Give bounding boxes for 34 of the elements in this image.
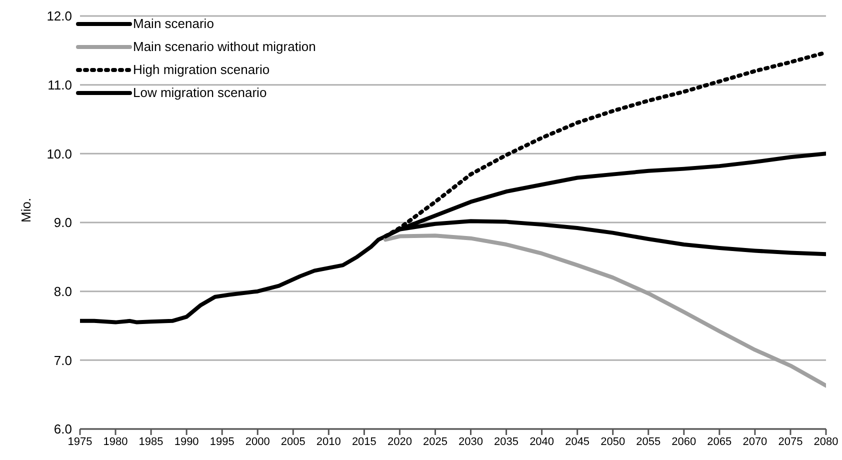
y-tick-label: 7.0 xyxy=(54,352,72,368)
x-tick-label: 2040 xyxy=(530,436,554,448)
y-tick-label: 12.0 xyxy=(46,8,72,24)
x-tick-label: 2075 xyxy=(778,436,803,448)
x-tick-label: 1980 xyxy=(103,436,128,448)
y-tick-label: 11.0 xyxy=(48,77,72,92)
x-tick-label: 2060 xyxy=(672,436,696,448)
y-tick-label: 9.0 xyxy=(54,215,72,230)
x-tick-label: 2005 xyxy=(280,436,306,448)
x-tick-label: 2020 xyxy=(387,436,412,448)
x-tick-label: 2055 xyxy=(636,436,661,448)
y-tick-label: 6.0 xyxy=(54,422,72,437)
y-axis-title: Mio. xyxy=(18,198,34,222)
x-tick-label: 1985 xyxy=(138,436,164,448)
x-tick-label: 2065 xyxy=(707,436,732,448)
legend-label: Main scenario xyxy=(133,16,214,31)
x-tick-label: 2000 xyxy=(245,436,270,448)
x-tick-label: 1990 xyxy=(174,436,199,448)
x-tick-label: 2015 xyxy=(352,436,376,448)
x-tick-label: 2050 xyxy=(600,436,626,448)
x-tick-label: 2030 xyxy=(458,436,484,448)
x-tick-label: 2035 xyxy=(494,436,519,448)
legend-label: Low migration scenario xyxy=(133,85,267,100)
x-tick-label: 1975 xyxy=(68,436,92,448)
legend-label: Main scenario without migration xyxy=(133,39,316,54)
y-tick-label: 8.0 xyxy=(54,284,72,299)
x-tick-label: 1995 xyxy=(210,436,234,448)
x-tick-label: 2010 xyxy=(316,436,341,448)
x-tick-label: 2025 xyxy=(422,436,448,448)
x-tick-label: 2045 xyxy=(565,436,590,448)
y-tick-label: 10.0 xyxy=(46,146,72,162)
x-tick-label: 2070 xyxy=(742,436,768,448)
legend-label: High migration scenario xyxy=(133,62,270,77)
x-tick-label: 2080 xyxy=(814,436,838,448)
